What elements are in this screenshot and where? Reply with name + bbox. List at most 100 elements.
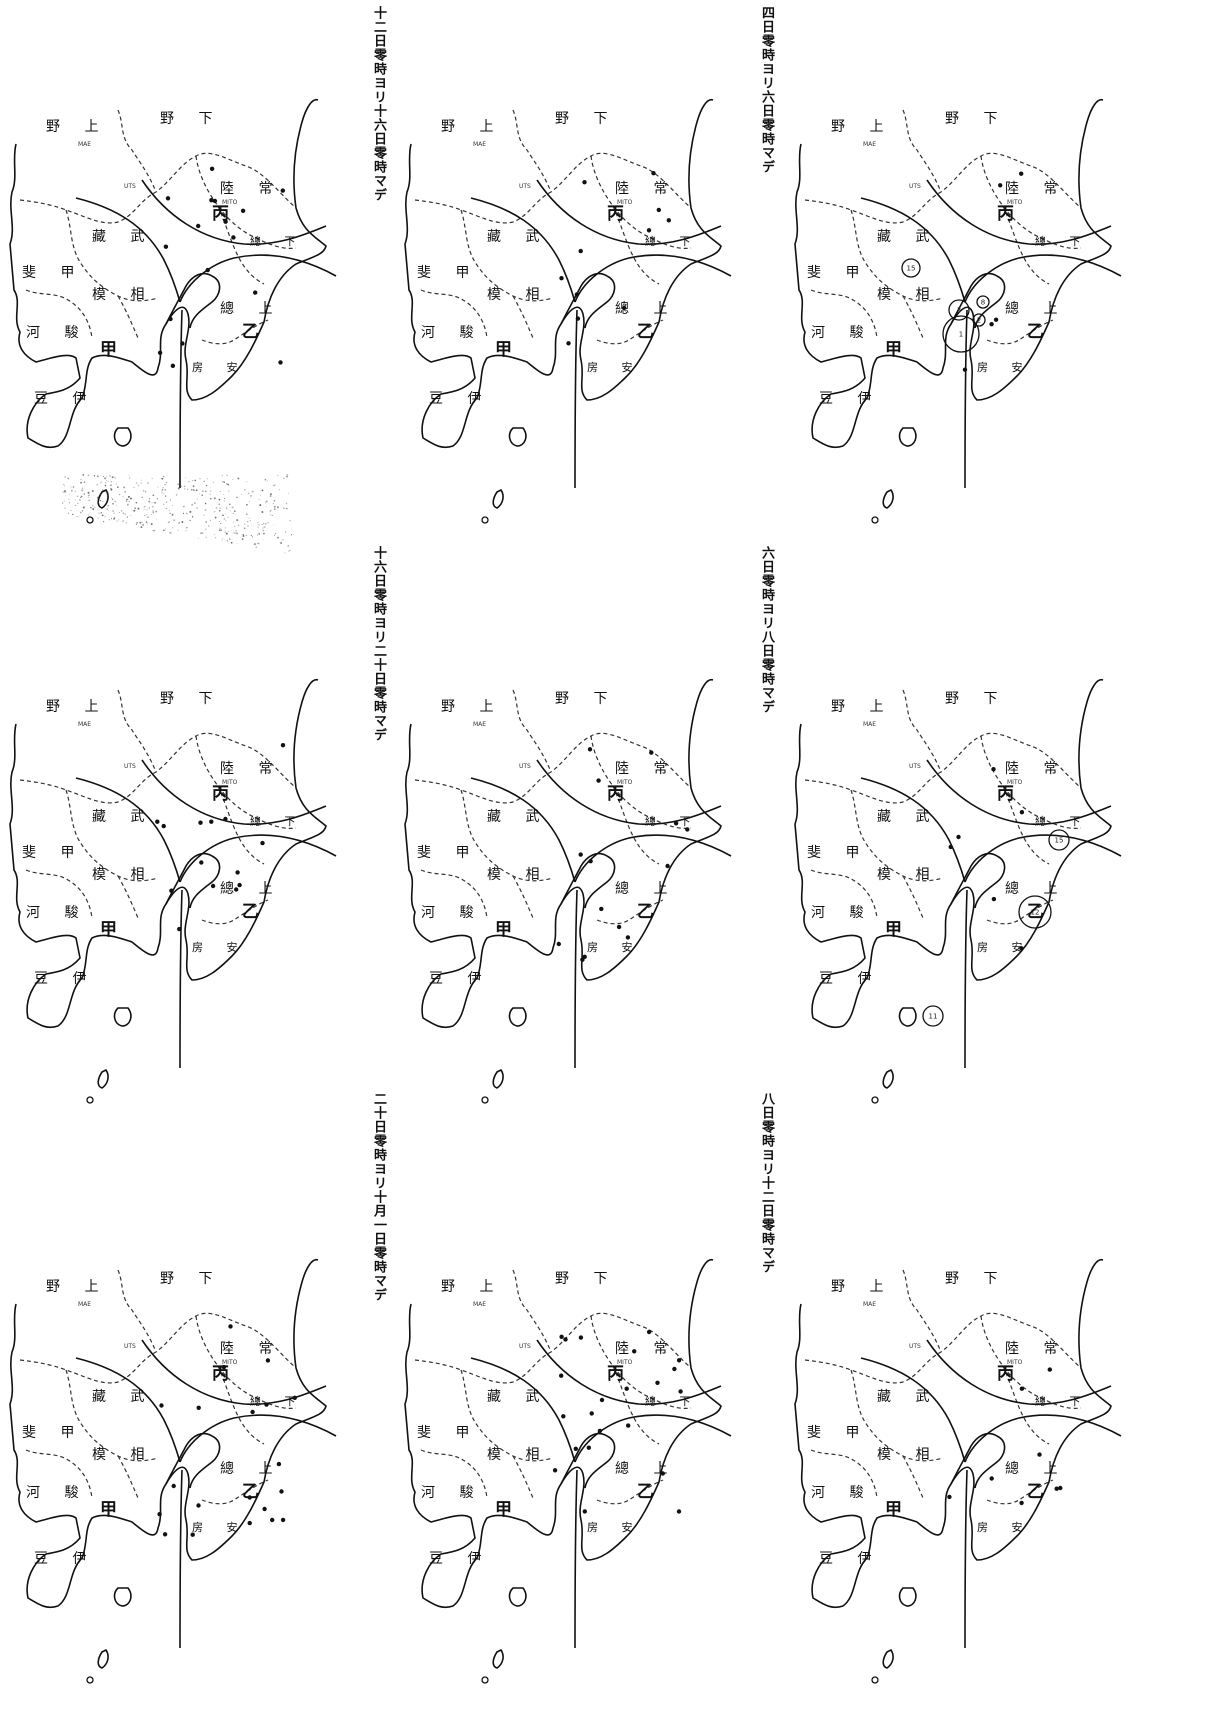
province-awa: 房 安 — [977, 941, 1033, 954]
province-musashi: 藏 武 — [92, 809, 155, 825]
map-panel-8: 野 上 野 下 陸 常 藏 武 斐 甲 模 相 河 駿 豆 伊 總 上 總 下 … — [371, 1092, 781, 1720]
period-caption: 十六日零時ヨリ二十日零時マデ — [371, 546, 386, 742]
province-border — [590, 155, 692, 249]
province-hitachi: 陸 常 — [1005, 761, 1068, 777]
quake-dot — [190, 1532, 195, 1537]
region-label-c: 丙 — [607, 204, 624, 224]
quake-dot — [237, 882, 242, 888]
province-shimosa: 總 下 — [645, 235, 701, 248]
rock-islet — [871, 516, 879, 524]
province-border — [117, 689, 157, 773]
quake-dot — [276, 1461, 282, 1467]
quake-dot — [582, 180, 587, 185]
province-border — [117, 295, 139, 339]
quake-dot — [626, 1423, 631, 1428]
tokyo-bay — [165, 272, 221, 329]
province-kazusa: 總 上 — [220, 301, 283, 317]
quake-dot — [279, 1489, 284, 1494]
quake-dot — [685, 827, 690, 832]
southern-island — [97, 489, 109, 509]
province-kai: 斐 甲 — [807, 845, 870, 861]
province-border — [986, 319, 1054, 345]
province-izu: 豆 伊 — [819, 971, 882, 987]
quake-dot — [993, 317, 999, 322]
province-border — [117, 1455, 139, 1499]
region-label-a: 甲 — [495, 920, 512, 940]
kanto-map — [9, 678, 337, 1104]
felt-circles: 15 12 11 — [922, 829, 1070, 1027]
province-border — [902, 1269, 942, 1353]
province-shimosa: 總 下 — [250, 235, 306, 248]
quake-dot — [223, 219, 228, 224]
quake-dot — [578, 248, 583, 254]
region-label-c: 丙 — [212, 1364, 229, 1384]
province-suruga: 河 駿 — [421, 1485, 484, 1501]
province-hitachi: 陸 常 — [615, 1341, 678, 1357]
province-border — [612, 785, 660, 865]
zone-boundary — [860, 197, 966, 303]
province-izu: 豆 伊 — [429, 1551, 492, 1567]
felt-circle-label: 11 — [929, 1013, 938, 1021]
felt-circle-label: 15 — [907, 265, 916, 273]
quake-dot — [228, 1324, 233, 1329]
zone-boundary — [141, 179, 327, 246]
quake-dot — [280, 1517, 286, 1523]
tokyo-bay — [165, 852, 221, 909]
province-hitachi: 陸 常 — [220, 761, 283, 777]
province-border — [460, 209, 554, 302]
city-maebashi: MAE — [863, 141, 877, 148]
region-label-a: 甲 — [495, 340, 512, 360]
quake-dot — [223, 816, 228, 822]
quake-dot — [989, 1476, 994, 1481]
southern-island — [882, 1069, 894, 1089]
province-border — [460, 789, 554, 882]
province-shimotsuke: 野 下 — [160, 1271, 223, 1287]
province-hitachi: 陸 常 — [615, 761, 678, 777]
coastline — [404, 678, 722, 1029]
meridian-line — [964, 1469, 968, 1649]
region-label-a: 甲 — [100, 340, 117, 360]
felt-circle-label: 15 — [1055, 837, 1064, 845]
tokyo-bay — [560, 1432, 616, 1489]
region-label-b: 乙 — [637, 1482, 654, 1502]
quake-dot — [1019, 810, 1025, 815]
quake-dot — [563, 1337, 568, 1342]
zone-boundary — [536, 179, 722, 246]
southern-island — [882, 489, 894, 509]
province-awa: 房 安 — [587, 1521, 643, 1534]
quake-dot — [586, 1445, 591, 1450]
tokyo-bay — [950, 852, 1006, 909]
map-panel-1: 野 上 野 下 陸 常 藏 武 斐 甲 模 相 河 駿 豆 伊 總 上 總 下 … — [6, 40, 386, 560]
oshima-island — [113, 1587, 132, 1607]
felt-circle — [942, 315, 980, 353]
felt-circle-label: 3 — [957, 307, 961, 315]
province-izu: 豆 伊 — [819, 391, 882, 407]
felt-circle-label: 12 — [1031, 909, 1040, 917]
meridian-line — [179, 889, 183, 1069]
oshima-island — [113, 1007, 132, 1027]
quake-dot — [1019, 1386, 1025, 1391]
region-label-b: 乙 — [637, 902, 654, 922]
southern-island — [492, 489, 504, 509]
felt-circle — [901, 258, 921, 278]
quake-dot — [656, 207, 661, 213]
province-border — [25, 869, 93, 919]
province-suruga: 河 駿 — [811, 1485, 874, 1501]
province-border — [512, 689, 552, 773]
province-awa: 房 安 — [587, 361, 643, 374]
province-border — [1002, 785, 1050, 865]
province-hitachi: 陸 常 — [615, 181, 678, 197]
quake-dot — [171, 1483, 176, 1489]
quake-dot — [162, 1532, 168, 1537]
quake-dot — [280, 743, 286, 748]
province-izu: 豆 伊 — [34, 971, 97, 987]
province-kozuke: 野 上 — [831, 119, 894, 135]
region-label-b: 乙 — [1027, 1482, 1044, 1502]
quake-dot — [632, 1349, 637, 1354]
quake-dot — [247, 1520, 252, 1526]
quake-dot — [649, 750, 654, 755]
zone-boundary — [141, 1339, 327, 1406]
zone-boundary — [574, 834, 732, 883]
province-shimosa: 總 下 — [645, 815, 701, 828]
city-maebashi: MAE — [863, 1301, 877, 1308]
